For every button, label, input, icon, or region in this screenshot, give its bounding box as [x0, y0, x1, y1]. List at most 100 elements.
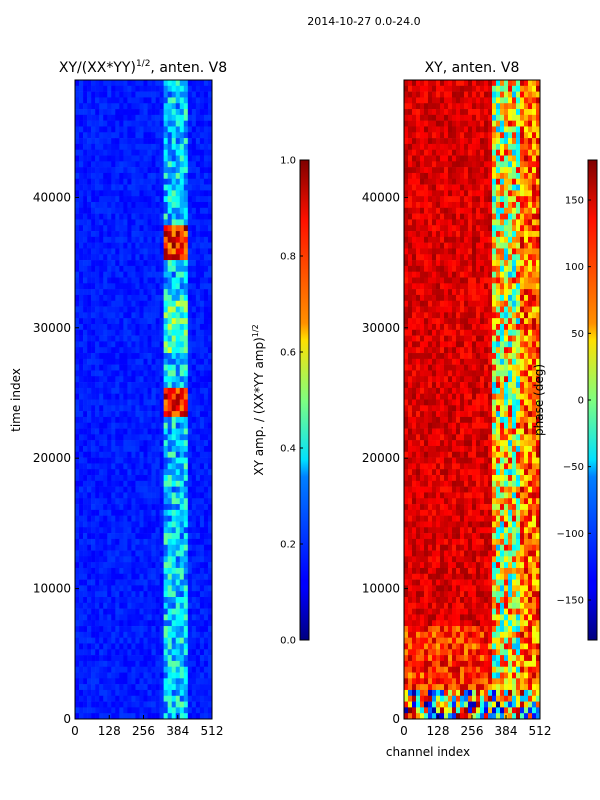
heatmap-cell	[171, 376, 177, 383]
heatmap-cell	[452, 265, 457, 272]
heatmap-cell	[111, 225, 116, 232]
heatmap-cell	[159, 515, 164, 522]
heatmap-cell	[432, 85, 437, 92]
heatmap-cell	[207, 364, 213, 371]
heatmap-cell	[175, 207, 181, 214]
heatmap-cell	[460, 114, 465, 121]
heatmap-cell	[516, 178, 521, 185]
heatmap-cell	[504, 254, 509, 261]
heatmap-cell	[207, 515, 213, 522]
heatmap-cell	[75, 120, 80, 127]
heatmap-cell	[195, 138, 201, 145]
heatmap-cell	[79, 521, 84, 528]
phase-heatmap	[404, 80, 541, 720]
heatmap-cell	[504, 277, 509, 284]
heatmap-cell	[155, 678, 160, 685]
heatmap-cell	[123, 289, 128, 296]
heatmap-cell	[167, 120, 173, 127]
heatmap-cell	[131, 172, 136, 180]
heatmap-cell	[412, 161, 417, 168]
heatmap-cell	[452, 109, 457, 116]
heatmap-cell	[99, 300, 104, 307]
heatmap-cell	[83, 463, 88, 470]
heatmap-cell	[171, 428, 177, 435]
heatmap-cell	[115, 213, 120, 220]
heatmap-cell	[79, 451, 84, 458]
heatmap-cell	[75, 608, 80, 615]
heatmap-cell	[500, 190, 505, 197]
heatmap-cell	[440, 138, 445, 145]
heatmap-cell	[408, 254, 413, 261]
heatmap-cell	[532, 271, 537, 278]
heatmap-cell	[159, 544, 164, 551]
heatmap-cell	[99, 445, 104, 453]
heatmap-cell	[111, 585, 116, 592]
heatmap-cell	[131, 538, 136, 546]
heatmap-cell	[167, 602, 173, 609]
heatmap-cell	[472, 103, 477, 110]
heatmap-cell	[195, 428, 201, 435]
heatmap-cell	[195, 132, 201, 139]
heatmap-cell	[91, 161, 96, 168]
heatmap-cell	[79, 161, 84, 168]
heatmap-cell	[107, 236, 112, 243]
heatmap-cell	[103, 97, 108, 104]
heatmap-cell	[412, 201, 417, 209]
heatmap-cell	[155, 178, 160, 185]
heatmap-cell	[484, 242, 489, 249]
heatmap-cell	[139, 620, 144, 627]
heatmap-cell	[408, 196, 413, 203]
heatmap-cell	[472, 178, 477, 185]
heatmap-cell	[79, 312, 84, 319]
heatmap-cell	[195, 335, 201, 342]
heatmap-cell	[127, 353, 132, 360]
heatmap-cell	[163, 306, 168, 313]
heatmap-cell	[412, 178, 417, 185]
heatmap-cell	[87, 207, 92, 214]
heatmap-cell	[207, 475, 213, 482]
heatmap-cell	[99, 103, 104, 110]
heatmap-cell	[191, 109, 197, 116]
heatmap-cell	[488, 103, 493, 110]
heatmap-cell	[484, 132, 489, 139]
heatmap-cell	[159, 353, 164, 360]
heatmap-cell	[195, 631, 201, 638]
heatmap-cell	[416, 126, 421, 133]
heatmap-cell	[199, 538, 205, 546]
heatmap-cell	[135, 225, 140, 232]
heatmap-cell	[99, 231, 104, 238]
heatmap-cell	[536, 265, 541, 272]
heatmap-cell	[199, 196, 205, 203]
heatmap-cell	[91, 242, 96, 249]
heatmap-cell	[99, 480, 104, 487]
heatmap-cell	[159, 109, 164, 116]
heatmap-cell	[516, 126, 521, 133]
heatmap-cell	[103, 254, 108, 261]
heatmap-cell	[476, 91, 481, 98]
heatmap-cell	[135, 416, 140, 424]
heatmap-cell	[139, 701, 144, 708]
heatmap-cell	[155, 567, 160, 575]
heatmap-cell	[119, 597, 124, 604]
heatmap-cell	[199, 585, 205, 592]
heatmap-cell	[203, 318, 209, 325]
heatmap-cell	[99, 376, 104, 383]
heatmap-cell	[183, 440, 189, 447]
heatmap-cell	[135, 277, 140, 284]
heatmap-cell	[187, 236, 193, 243]
heatmap-cell	[207, 85, 213, 92]
heatmap-cell	[111, 608, 116, 615]
heatmap-cell	[163, 248, 168, 255]
heatmap-cell	[456, 248, 461, 255]
heatmap-cell	[123, 666, 128, 673]
heatmap-cell	[135, 329, 140, 336]
heatmap-cell	[532, 172, 537, 180]
heatmap-cell	[512, 161, 517, 168]
heatmap-cell	[207, 492, 213, 499]
heatmap-cell	[143, 236, 148, 243]
heatmap-cell	[187, 172, 193, 180]
heatmap-cell	[131, 196, 136, 203]
heatmap-cell	[131, 387, 136, 394]
heatmap-cell	[103, 585, 108, 592]
heatmap-cell	[179, 498, 185, 505]
